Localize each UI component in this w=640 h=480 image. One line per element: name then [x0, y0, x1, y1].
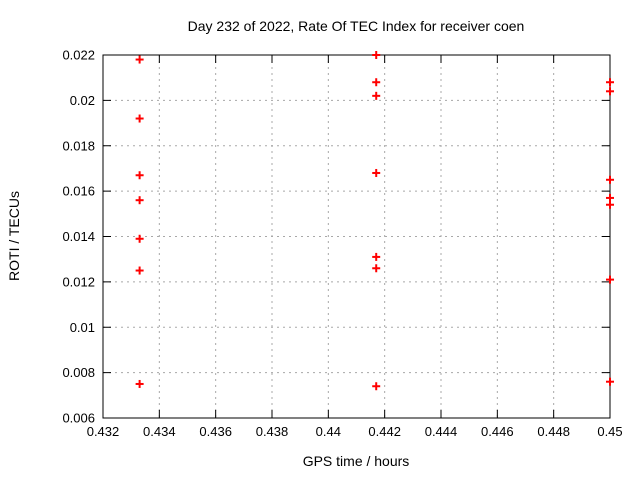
x-tick-label: 0.446 [481, 424, 514, 439]
x-tick-label: 0.44 [316, 424, 341, 439]
x-tick-label: 0.438 [256, 424, 289, 439]
x-tick-label: 0.448 [537, 424, 570, 439]
y-tick-label: 0.006 [62, 411, 95, 426]
x-tick-label: 0.436 [199, 424, 232, 439]
y-tick-label: 0.008 [62, 365, 95, 380]
x-tick-label: 0.45 [597, 424, 622, 439]
x-tick-label: 0.432 [87, 424, 120, 439]
x-tick-label: 0.444 [425, 424, 458, 439]
chart-title: Day 232 of 2022, Rate Of TEC Index for r… [187, 18, 525, 34]
y-tick-label: 0.02 [70, 93, 95, 108]
y-tick-label: 0.012 [62, 274, 95, 289]
y-tick-label: 0.01 [70, 320, 95, 335]
y-tick-label: 0.016 [62, 184, 95, 199]
x-tick-label: 0.434 [143, 424, 176, 439]
y-tick-label: 0.022 [62, 48, 95, 63]
y-tick-label: 0.018 [62, 138, 95, 153]
x-tick-label: 0.442 [368, 424, 401, 439]
y-tick-label: 0.014 [62, 229, 95, 244]
x-axis-label: GPS time / hours [302, 453, 410, 469]
